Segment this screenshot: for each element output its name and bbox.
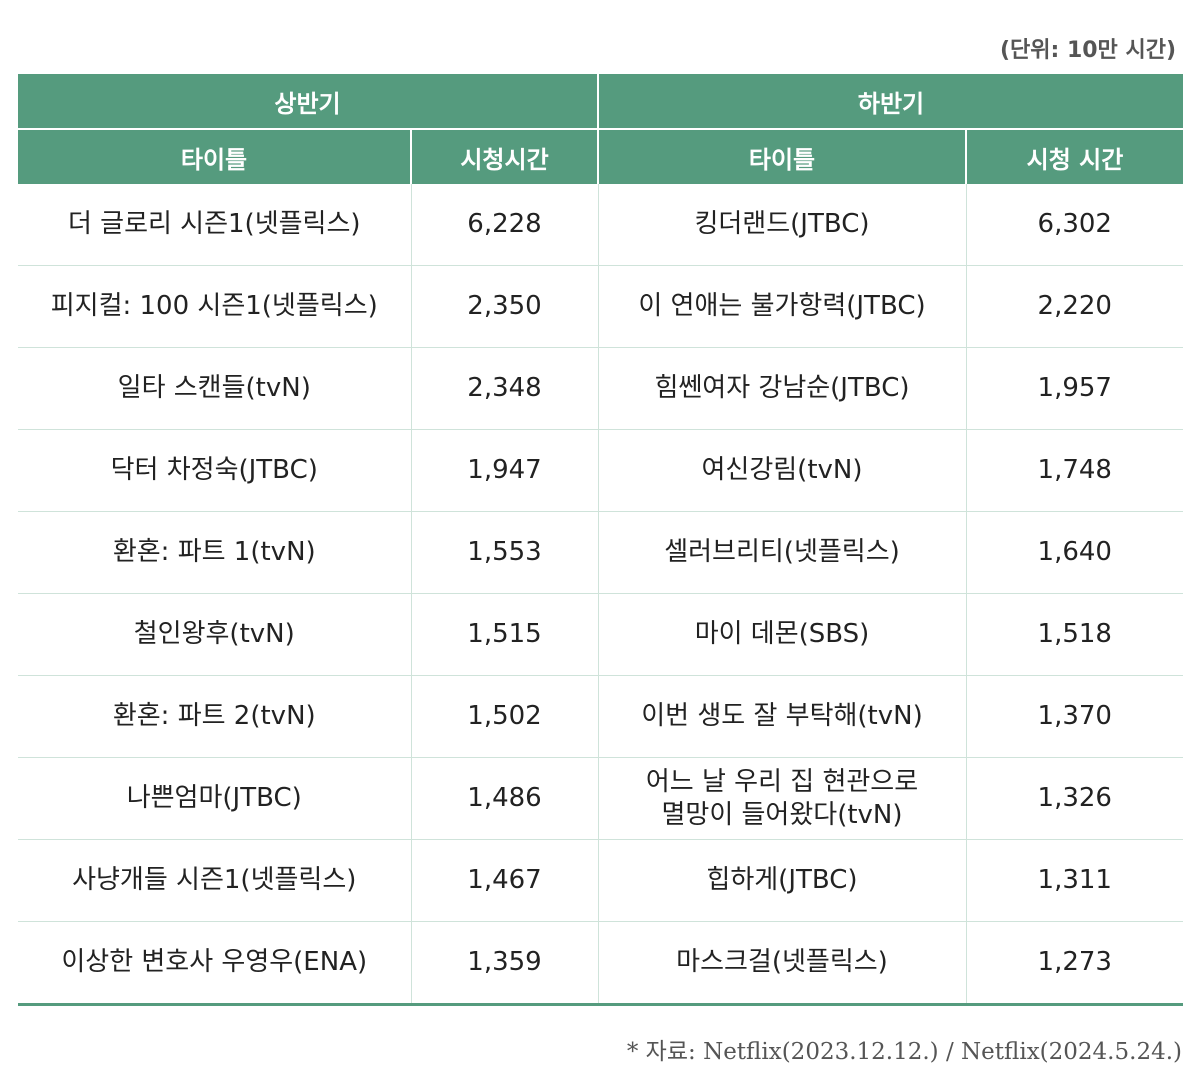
- first-half-title: 철인왕후(tvN): [18, 593, 411, 676]
- first-half-hours: 1,486: [410, 757, 598, 840]
- unit-note: (단위: 10만 시간): [999, 38, 1176, 63]
- first-half-title: 환혼: 파트 1(tvN): [18, 511, 411, 594]
- viewing-hours-table: 상반기 하반기 타이틀 시청시간 타이틀 시청 시간 더 글로리 시즌1(넷플릭…: [18, 74, 1183, 1006]
- hours-header-second-half: 시청 시간: [965, 129, 1183, 184]
- second-half-title: 이 연애는 불가항력(JTBC): [597, 265, 966, 348]
- first-half-title: 사냥개들 시즌1(넷플릭스): [18, 839, 411, 922]
- second-half-hours: 1,748: [965, 429, 1183, 512]
- second-half-title: 힙하게(JTBC): [597, 839, 966, 922]
- second-half-title: 어느 날 우리 집 현관으로 멸망이 들어왔다(tvN): [597, 757, 966, 840]
- table-row: 피지컬: 100 시즌1(넷플릭스) 2,350 이 연애는 불가항력(JTBC…: [18, 265, 1183, 348]
- table-row: 일타 스캔들(tvN) 2,348 힘쎈여자 강남순(JTBC) 1,957: [18, 347, 1183, 430]
- first-half-hours: 1,359: [410, 921, 598, 1006]
- second-half-title: 킹더랜드(JTBC): [597, 184, 966, 266]
- first-half-title: 이상한 변호사 우영우(ENA): [18, 921, 411, 1006]
- table-row: 더 글로리 시즌1(넷플릭스) 6,228 킹더랜드(JTBC) 6,302: [18, 184, 1183, 266]
- table-row: 환혼: 파트 2(tvN) 1,502 이번 생도 잘 부탁해(tvN) 1,3…: [18, 675, 1183, 758]
- title-header-second-half: 타이틀: [597, 129, 966, 184]
- first-half-title: 환혼: 파트 2(tvN): [18, 675, 411, 758]
- second-half-title: 힘쎈여자 강남순(JTBC): [597, 347, 966, 430]
- second-half-title: 여신강림(tvN): [597, 429, 966, 512]
- table-row: 나쁜엄마(JTBC) 1,486 어느 날 우리 집 현관으로 멸망이 들어왔다…: [18, 757, 1183, 840]
- table-row: 철인왕후(tvN) 1,515 마이 데몬(SBS) 1,518: [18, 593, 1183, 676]
- first-half-title: 닥터 차정숙(JTBC): [18, 429, 411, 512]
- first-half-title: 나쁜엄마(JTBC): [18, 757, 411, 840]
- first-half-title: 피지컬: 100 시즌1(넷플릭스): [18, 265, 411, 348]
- second-half-hours: 1,518: [965, 593, 1183, 676]
- second-half-hours: 1,273: [965, 921, 1183, 1006]
- table-row: 이상한 변호사 우영우(ENA) 1,359 마스크걸(넷플릭스) 1,273: [18, 921, 1183, 1006]
- second-half-hours: 6,302: [965, 184, 1183, 266]
- period-header-row: 상반기 하반기: [18, 74, 1183, 130]
- first-half-title: 더 글로리 시즌1(넷플릭스): [18, 184, 411, 266]
- table-row: 닥터 차정숙(JTBC) 1,947 여신강림(tvN) 1,748: [18, 429, 1183, 512]
- first-half-hours: 1,553: [410, 511, 598, 594]
- second-half-hours: 1,640: [965, 511, 1183, 594]
- second-half-title: 마스크걸(넷플릭스): [597, 921, 966, 1006]
- second-half-header: 하반기: [597, 74, 1183, 130]
- second-half-hours: 1,311: [965, 839, 1183, 922]
- first-half-hours: 6,228: [410, 184, 598, 266]
- first-half-header: 상반기: [18, 74, 598, 130]
- table-row: 환혼: 파트 1(tvN) 1,553 셀러브리티(넷플릭스) 1,640: [18, 511, 1183, 594]
- first-half-title: 일타 스캔들(tvN): [18, 347, 411, 430]
- first-half-hours: 1,502: [410, 675, 598, 758]
- first-half-hours: 1,515: [410, 593, 598, 676]
- second-half-title: 셀러브리티(넷플릭스): [597, 511, 966, 594]
- second-half-hours: 1,957: [965, 347, 1183, 430]
- first-half-hours: 2,350: [410, 265, 598, 348]
- title-header-first-half: 타이틀: [18, 129, 411, 184]
- second-half-title: 이번 생도 잘 부탁해(tvN): [597, 675, 966, 758]
- source-note: * 자료: Netflix(2023.12.12.) / Netflix(202…: [626, 1039, 1182, 1065]
- column-header-row: 타이틀 시청시간 타이틀 시청 시간: [18, 129, 1183, 184]
- second-half-title: 마이 데몬(SBS): [597, 593, 966, 676]
- second-half-hours: 1,370: [965, 675, 1183, 758]
- table-row: 사냥개들 시즌1(넷플릭스) 1,467 힙하게(JTBC) 1,311: [18, 839, 1183, 922]
- table-body: 더 글로리 시즌1(넷플릭스) 6,228 킹더랜드(JTBC) 6,302 피…: [18, 184, 1183, 1006]
- second-half-hours: 2,220: [965, 265, 1183, 348]
- first-half-hours: 1,947: [410, 429, 598, 512]
- first-half-hours: 2,348: [410, 347, 598, 430]
- second-half-hours: 1,326: [965, 757, 1183, 840]
- hours-header-first-half: 시청시간: [410, 129, 598, 184]
- first-half-hours: 1,467: [410, 839, 598, 922]
